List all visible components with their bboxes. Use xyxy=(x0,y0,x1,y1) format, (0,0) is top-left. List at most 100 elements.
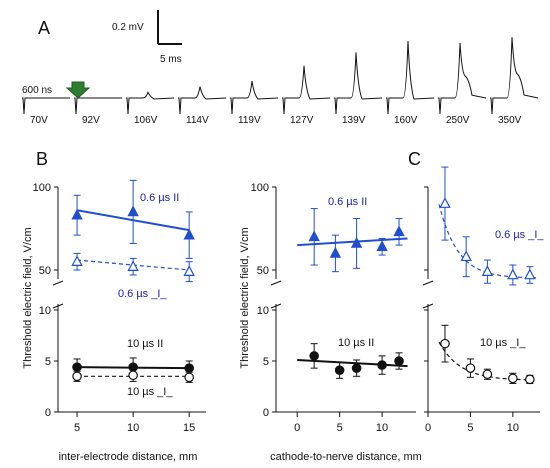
data-point xyxy=(71,255,83,266)
trace-160V xyxy=(386,40,435,115)
series-1 xyxy=(297,343,408,379)
y-tick-label: 50 xyxy=(39,265,51,277)
data-point xyxy=(184,372,194,383)
data-point xyxy=(72,362,82,372)
series-label: 0.6 µs II xyxy=(328,196,367,208)
y-tick-label: 5 xyxy=(45,356,51,368)
y-tick-label: 100 xyxy=(251,182,269,194)
data-point xyxy=(309,351,319,361)
y-tick-label: 100 xyxy=(33,182,51,194)
axis-break-mark xyxy=(52,303,64,309)
voltage-label: 139V xyxy=(342,115,366,126)
series-1 xyxy=(71,252,195,283)
panel-letter-a: A xyxy=(38,18,50,38)
trace-70V xyxy=(22,97,70,115)
scale-bar xyxy=(157,10,182,45)
y-tick-label: 5 xyxy=(263,356,269,368)
voltage-label: 350V xyxy=(498,115,522,126)
plot-panel-3: 0 5 10 xyxy=(422,166,540,434)
trace-350V xyxy=(490,37,539,115)
series-0 xyxy=(297,208,408,273)
data-point xyxy=(481,265,494,276)
trace-127V xyxy=(282,65,331,115)
voltage-label: 160V xyxy=(394,115,418,126)
x-axis-title-middle: cathode-to-nerve distance, mm xyxy=(270,451,422,463)
voltage-label: 92V xyxy=(82,115,100,126)
pulse-duration-label: 600 ns xyxy=(22,85,52,96)
data-point xyxy=(127,205,139,217)
series-0 xyxy=(71,179,195,259)
fit-curve xyxy=(438,341,537,381)
data-point xyxy=(183,265,195,276)
series-label: 10 µs II xyxy=(338,337,374,349)
data-point xyxy=(308,230,320,242)
trace-group: 70V 92V 106V 114V 119V 127V 139V 160V 250V 350V xyxy=(22,37,539,126)
data-point xyxy=(465,363,476,373)
voltage-label: 119V xyxy=(238,115,261,126)
voltage-label: 70V xyxy=(30,115,48,126)
axis-break-mark xyxy=(270,303,282,309)
y-axis-title-b: Threshold electric field, V/cm xyxy=(22,227,34,368)
x-tick-label: 0 xyxy=(425,422,431,434)
data-point xyxy=(525,374,535,385)
trace-250V xyxy=(438,42,487,115)
data-point xyxy=(482,369,493,380)
x-tick-label: 5 xyxy=(337,422,343,434)
data-point xyxy=(508,373,518,384)
data-point xyxy=(377,360,387,370)
x-tick-label: 0 xyxy=(294,422,300,434)
panel-letter-b: B xyxy=(36,149,48,169)
voltage-label: 127V xyxy=(290,115,314,126)
data-point xyxy=(71,208,83,220)
down-arrow-icon xyxy=(65,81,91,99)
series-label: 10 µs _I_ xyxy=(480,337,526,349)
data-point xyxy=(393,225,405,237)
series-0 xyxy=(438,166,537,286)
panel-letter-c: C xyxy=(408,149,421,169)
data-point xyxy=(127,260,139,271)
axis-break-mark xyxy=(422,303,434,309)
x-tick-label: 5 xyxy=(467,422,473,434)
y-tick-label: 10 xyxy=(39,305,51,317)
trace-92V xyxy=(74,97,122,115)
trace-114V xyxy=(178,86,227,115)
data-point xyxy=(394,356,404,366)
scale-voltage-label: 0.2 mV xyxy=(112,22,144,33)
y-tick-label: 50 xyxy=(257,265,269,277)
y-tick-label: 10 xyxy=(257,305,269,317)
data-point xyxy=(376,240,388,252)
data-point xyxy=(439,197,451,208)
y-tick-label: 0 xyxy=(45,407,51,419)
x-tick-label: 10 xyxy=(376,422,388,434)
fit-curve xyxy=(438,204,537,279)
fit-line xyxy=(297,358,408,368)
trace-106V xyxy=(126,90,175,115)
voltage-label: 106V xyxy=(134,115,158,126)
y-tick-label: 0 xyxy=(263,407,269,419)
series-1 xyxy=(438,324,537,385)
data-point xyxy=(351,363,362,373)
data-point xyxy=(524,268,536,280)
x-tick-label: 10 xyxy=(127,422,139,434)
series-label: 0.6 µs _I_ xyxy=(495,229,544,241)
y-axis-title-middle: Threshold electric field, V/cm xyxy=(239,227,251,368)
x-axis-title-b: inter-electrode distance, mm xyxy=(59,451,198,463)
scale-time-label: 5 ms xyxy=(160,54,182,65)
series-label: 10 µs II xyxy=(127,338,163,350)
trace-119V xyxy=(230,80,279,115)
data-point xyxy=(460,250,472,262)
series-2 xyxy=(72,357,194,377)
data-point xyxy=(334,365,345,375)
data-point xyxy=(440,338,450,349)
series-3 xyxy=(72,368,194,383)
axis-break-mark xyxy=(422,280,434,286)
fit-line xyxy=(297,237,408,247)
voltage-label: 114V xyxy=(186,115,209,126)
data-point xyxy=(507,268,519,280)
series-label: 10 µs _I_ xyxy=(127,386,173,398)
x-tick-label: 15 xyxy=(183,422,195,434)
